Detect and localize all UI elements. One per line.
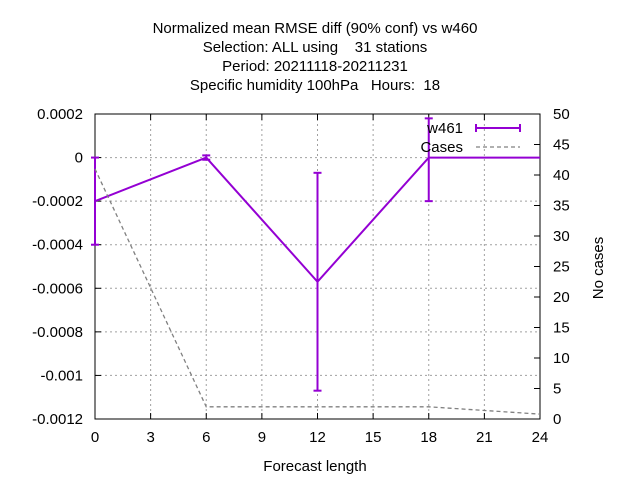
series-line-cases bbox=[94, 168, 541, 415]
x-tick-label: 12 bbox=[309, 429, 326, 446]
y-tick-label: 0.0002 bbox=[37, 106, 83, 123]
y-tick-label: -0.0004 bbox=[32, 237, 83, 254]
y2-tick-label: 45 bbox=[553, 137, 570, 154]
chart-title: Normalized mean RMSE diff (90% conf) vs … bbox=[153, 20, 478, 94]
legend: w461 Cases bbox=[420, 120, 521, 156]
x-tick-label: 3 bbox=[146, 429, 154, 446]
legend-label-w461: w461 bbox=[426, 120, 463, 137]
y2-tick-label: 25 bbox=[553, 259, 570, 276]
y2-tick-label: 5 bbox=[553, 381, 561, 398]
y2-tick-label: 10 bbox=[553, 350, 570, 367]
x-tick-label: 18 bbox=[420, 429, 437, 446]
series bbox=[91, 117, 541, 415]
title-line-3: Period: 20211118-20211231 bbox=[222, 58, 408, 75]
y2-tick-label: 35 bbox=[553, 198, 570, 215]
y-axis: 0.0002 0 -0.0002 -0.0004 -0.0006 -0.0008 -0.00… bbox=[32, 106, 101, 428]
y-tick-label: -0.0006 bbox=[32, 280, 83, 297]
y2-tick-label: 30 bbox=[553, 228, 570, 245]
y2-tick-label: 20 bbox=[553, 289, 570, 306]
x-axis-label: Forecast length bbox=[263, 458, 366, 475]
title-line-4: Specific humidity 100hPa Hours: 18 bbox=[190, 77, 440, 94]
y-tick-label: 0 bbox=[75, 150, 83, 167]
y2-tick-label: 0 bbox=[553, 411, 561, 428]
x-tick-label: 15 bbox=[365, 429, 382, 446]
y2-tick-label: 15 bbox=[553, 320, 570, 337]
x-tick-label: 24 bbox=[532, 429, 549, 446]
x-tick-label: 6 bbox=[202, 429, 210, 446]
x-tick-label: 0 bbox=[91, 429, 99, 446]
x-tick-label: 21 bbox=[476, 429, 493, 446]
y2-axis-label: No cases bbox=[590, 237, 607, 300]
y-tick-label: -0.0012 bbox=[32, 411, 83, 428]
title-line-2: Selection: ALL using 31 stations bbox=[203, 39, 428, 56]
y-tick-label: -0.0002 bbox=[32, 193, 83, 210]
y2-tick-label: 40 bbox=[553, 167, 570, 184]
x-axis: 0 3 6 9 12 15 18 21 24 bbox=[91, 114, 549, 446]
x-tick-label: 9 bbox=[258, 429, 266, 446]
y2-tick-label: 50 bbox=[553, 106, 570, 123]
legend-label-cases: Cases bbox=[420, 139, 463, 156]
y-tick-label: -0.001 bbox=[40, 367, 83, 384]
y-tick-label: -0.0008 bbox=[32, 324, 83, 341]
title-line-1: Normalized mean RMSE diff (90% conf) vs … bbox=[153, 20, 478, 37]
